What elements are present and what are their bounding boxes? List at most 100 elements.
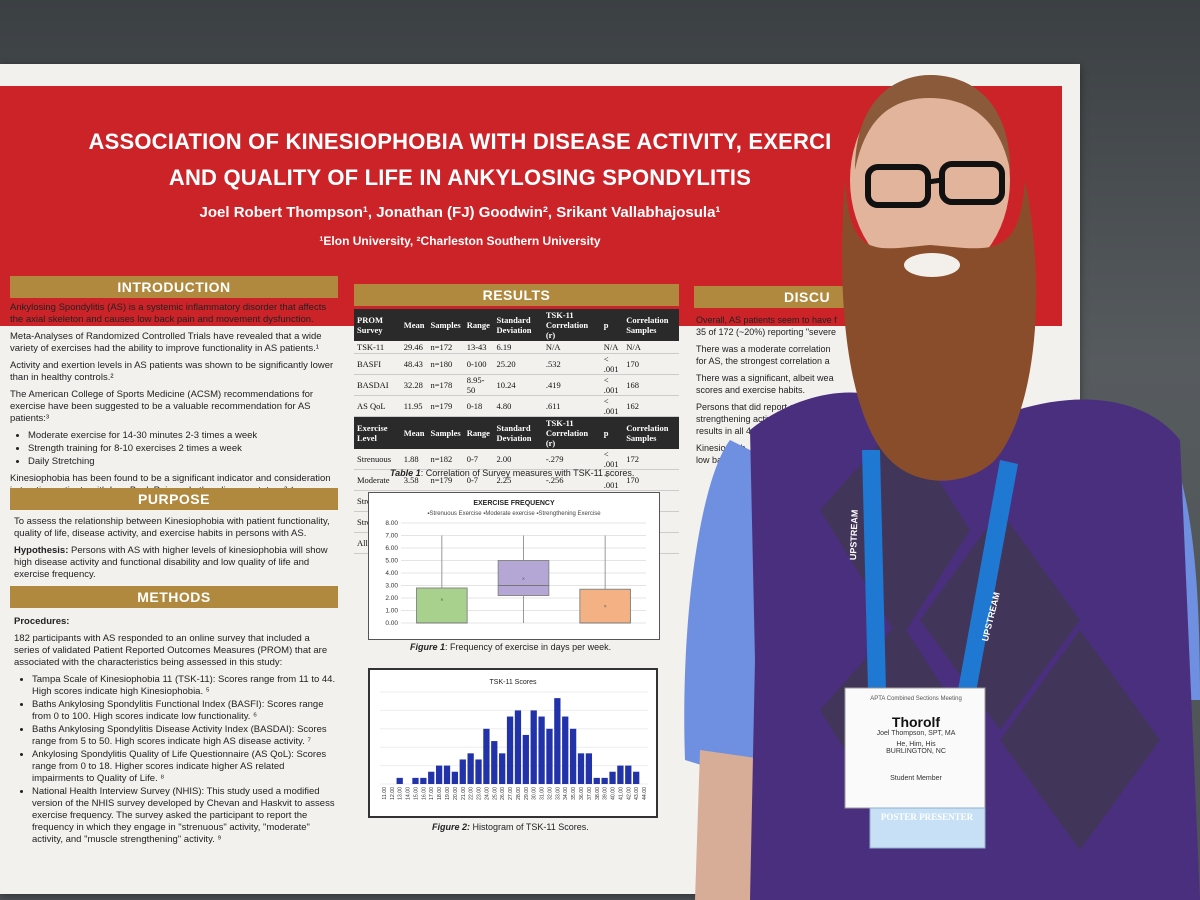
intro-bullets: Moderate exercise for 14-30 minutes 2-3 … [28, 430, 335, 468]
box-mean-marker: × [522, 576, 525, 582]
table-cell: TSK-11 [354, 341, 401, 354]
poster-affiliations: ¹Elon University, ²Charleston Southern U… [319, 234, 601, 248]
histogram-bar [625, 765, 632, 784]
table-row: BASDAI 32.28 n=178 8.95-50 10.24.419 < .001 16… [354, 374, 679, 396]
table-cell: < .001 [600, 448, 624, 470]
glasses-bridge [927, 177, 943, 185]
intro-p4: The American College of Sports Medicine … [10, 389, 314, 424]
table-cell: -.256 [542, 469, 601, 491]
table-header-cell: Correlation Samples [623, 309, 679, 341]
table-cell: 0-7 [463, 469, 494, 491]
methods-bullet: National Health Interview Survey (NHIS):… [32, 786, 336, 846]
table-cell: 170 [623, 469, 679, 491]
x-tick-label: 27.00 [508, 787, 514, 800]
table-header-cell: TSK-11 Correlation (r) [542, 416, 601, 449]
table-header-cell: Range [463, 309, 494, 341]
intro-p3: Activity and exertion levels in AS patie… [10, 360, 334, 383]
table-cell: < .001 [600, 353, 624, 375]
table-header-cell: Range [463, 416, 494, 449]
histogram-bar [601, 777, 608, 784]
table-cell: AS QoL [354, 395, 401, 417]
hypothesis-label: Hypothesis: [14, 545, 69, 556]
table-cell: n=179 [427, 395, 464, 417]
x-tick-label: 34.00 [563, 787, 569, 800]
histogram-bar [617, 765, 624, 784]
table-cell: Strenuous [354, 448, 401, 470]
histogram-bar [491, 741, 498, 784]
x-tick-label: 23.00 [477, 787, 483, 800]
table-header-cell: PROM Survey [354, 309, 401, 341]
presenter-ribbon [869, 807, 986, 849]
table-cell: < .001 [600, 374, 624, 396]
table-header-cell: Samples [427, 309, 464, 341]
x-tick-label: 14.00 [406, 787, 412, 800]
badge-name: Thorolf [891, 714, 941, 730]
methods-bullet: Baths Ankylosing Spondylitis Functional … [32, 699, 336, 723]
discussion-p3: There was a significant, albeit wea score… [696, 372, 896, 396]
discussion-line: Persons that did report e [696, 402, 795, 412]
table-header-cell: Correlation Samples [623, 416, 679, 449]
x-tick-label: 12.00 [390, 787, 396, 800]
badge-pronouns: He, Him, His [896, 741, 936, 748]
histogram-bar [467, 753, 474, 784]
x-tick-label: 42.00 [626, 787, 632, 800]
x-tick-label: 43.00 [634, 787, 640, 800]
discussion-line: There was a significant, albeit wea [696, 373, 834, 383]
y-tick-label: 7.00 [385, 533, 398, 540]
lanyard-right [958, 460, 1018, 692]
methods-bullet: Tampa Scale of Kinesiophobia 11 (TSK-11)… [32, 674, 336, 698]
histogram-bar [475, 759, 482, 784]
histogram-bar [562, 716, 569, 784]
title-line-1: ASSOCIATION OF KINESIOPHOBIA WITH DISEAS… [88, 129, 832, 154]
x-tick-label: 19.00 [445, 787, 451, 800]
table-header-cell: Mean [400, 416, 428, 449]
x-tick-label: 40.00 [611, 787, 617, 800]
badge-text: APTA Combined Sections Meeting Thorolf J… [846, 690, 986, 810]
histogram-bar [546, 728, 553, 784]
histogram-bar [506, 716, 514, 784]
figure1-caption: Figure 1: Frequency of exercise in days … [410, 642, 611, 652]
discussion-line: 35 of 172 (~20%) reporting "severe [696, 327, 837, 337]
x-tick-label: 37.00 [587, 787, 593, 800]
presenter-person [684, 75, 1200, 900]
y-tick-label: 5.00 [385, 558, 398, 565]
y-tick-label: 3.00 [385, 583, 398, 590]
table-cell: 168 [623, 374, 679, 396]
discussion-line: for AS, the strongest correlation a [696, 356, 830, 366]
table-cell: 170 [623, 353, 679, 375]
intro-heading: INTRODUCTION [10, 276, 338, 298]
histogram-bar [522, 734, 529, 784]
table-cell: n=180 [427, 353, 464, 375]
x-tick-label: 31.00 [540, 787, 546, 800]
results-heading: RESULTS [354, 284, 679, 306]
table-cell: < .001 [600, 395, 624, 417]
procedures-label: Procedures: [14, 616, 70, 627]
discussion-line: results in all 4 P [696, 426, 760, 436]
histogram-bar [428, 771, 435, 784]
histogram-bar [499, 753, 506, 784]
discussion-p2: There was a moderate correlation for AS, … [696, 343, 896, 367]
lanyard-text-left: UPSTREAM [848, 509, 860, 561]
y-tick-label: 4.00 [385, 570, 398, 577]
table-row: AS QoL 11.95 n=179 0-18 4.80.611 < .001 162 [354, 395, 679, 417]
caption-label: Figure 1 [410, 642, 446, 652]
histogram-bar [585, 753, 593, 784]
caption-text: Histogram of TSK-11 Scores. [470, 822, 589, 832]
table-caption: Table 1: Correlation of Survey measures … [390, 468, 634, 478]
y-tick-label: 2.00 [385, 595, 398, 602]
histogram-bar [530, 710, 537, 784]
methods-heading: METHODS [10, 586, 338, 608]
table-cell: 0-7 [463, 448, 494, 470]
y-tick-label: 6.00 [385, 545, 398, 552]
x-tick-label: 36.00 [579, 787, 585, 800]
histogram-bar [396, 777, 403, 784]
x-tick-label: 32.00 [547, 787, 553, 800]
intro-p2: Meta-Analyses of Randomized Controlled T… [10, 331, 322, 354]
table-header-cell: Mean [400, 309, 428, 341]
methods-text: Procedures: 182 participants with AS res… [14, 616, 336, 851]
table-row: Moderate 3.58 n=179 0-7 2.25 -.256 < .001 170 [354, 469, 679, 491]
poster-authors: Joel Robert Thompson¹, Jonathan (FJ) Goo… [199, 204, 721, 221]
table-cell: 0-18 [463, 395, 494, 417]
table-cell: 29.46 [400, 341, 428, 354]
